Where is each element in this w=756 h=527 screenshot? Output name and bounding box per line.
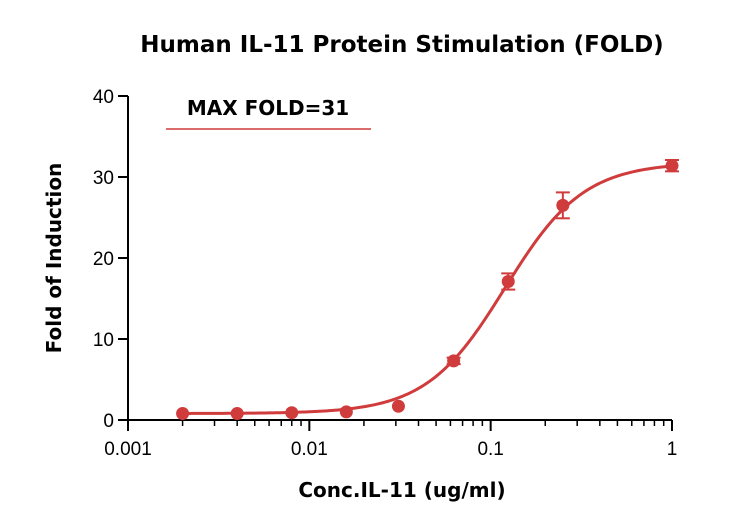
data-point [339, 405, 353, 419]
data-point [391, 399, 405, 413]
data-point [447, 354, 461, 368]
x-axis-ticks: 0.001 0.01 0.1 1 [104, 420, 677, 460]
fit-curve [182, 164, 673, 415]
y-tick-label: 10 [93, 330, 114, 351]
x-tick-label: 0.01 [291, 439, 328, 460]
x-axis-label: Conc.IL-11 (ug/ml) [298, 478, 505, 502]
x-tick-label: 0.001 [104, 439, 152, 460]
data-point [665, 159, 679, 173]
data-point [501, 274, 515, 288]
y-axis-label: Fold of Induction [42, 163, 66, 354]
data-points [176, 158, 679, 421]
y-tick-label: 20 [93, 249, 114, 270]
data-point [176, 407, 190, 421]
y-tick-label: 30 [93, 168, 114, 189]
x-tick-label: 0.1 [477, 439, 503, 460]
legend: MAX FOLD=31 [166, 96, 371, 130]
data-point [556, 198, 570, 212]
axes [127, 96, 672, 428]
y-axis-ticks: 0 10 20 30 40 [93, 87, 128, 432]
chart-title: Human IL-11 Protein Stimulation (FOLD) [140, 32, 663, 58]
y-tick-label: 40 [93, 87, 114, 108]
data-point [285, 406, 299, 420]
x-tick-label: 1 [667, 439, 678, 460]
y-tick-label: 0 [103, 411, 114, 432]
data-point [230, 407, 244, 421]
annotation-max-fold: MAX FOLD=31 [187, 96, 349, 120]
